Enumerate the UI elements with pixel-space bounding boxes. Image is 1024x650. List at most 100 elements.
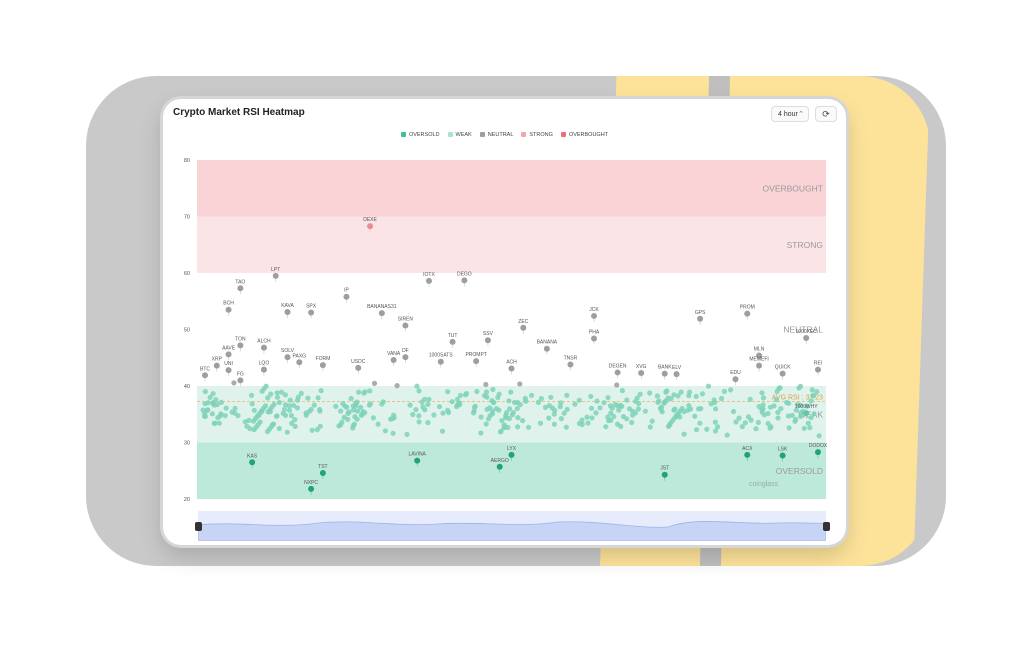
cluster-point <box>589 415 595 421</box>
cluster-point <box>235 413 241 419</box>
point-gps <box>697 315 704 322</box>
cluster-point <box>222 413 228 419</box>
point-label: ZEC <box>518 319 528 325</box>
cluster-point <box>292 423 298 429</box>
cluster-point <box>656 398 662 404</box>
page-title: Crypto Market RSI Heatmap <box>173 107 305 118</box>
legend-item-neutral[interactable]: NEUTRAL <box>479 132 513 138</box>
cluster-point <box>213 397 219 403</box>
cluster-point <box>440 410 446 416</box>
interval-select[interactable]: 4 hour ⌃ <box>771 106 809 122</box>
point-label: FORM <box>316 356 331 362</box>
chevron-updown-icon: ⌃ <box>798 111 804 118</box>
point-tst <box>319 470 326 477</box>
legend-swatch <box>400 132 406 138</box>
point-label: KAS <box>247 453 258 459</box>
legend-swatch <box>479 132 485 138</box>
cluster-point <box>704 426 710 432</box>
zone-overbought <box>197 160 826 217</box>
point-label: MLN <box>754 346 765 352</box>
scroller-handle-right[interactable] <box>823 522 830 531</box>
cluster-point <box>457 402 463 408</box>
cluster-point <box>747 396 753 402</box>
point-label: SOLV <box>281 348 295 354</box>
point-label: BANANA <box>537 340 558 346</box>
cluster-point <box>439 428 446 434</box>
range-scroller[interactable] <box>197 511 827 542</box>
cluster-point <box>483 381 489 388</box>
cluster-point <box>776 385 782 392</box>
cluster-point <box>649 418 655 424</box>
cluster-point <box>546 415 552 421</box>
point-pha <box>591 335 598 342</box>
zone-label-weak: WEAK <box>798 409 823 419</box>
cluster-point <box>551 421 557 427</box>
cluster-point <box>262 403 269 409</box>
point-label: SPX <box>306 304 317 310</box>
cluster-point <box>773 397 780 403</box>
cluster-point <box>232 405 238 411</box>
legend-item-overbought[interactable]: OVERBOUGHT <box>560 132 608 138</box>
cluster-point <box>268 391 274 397</box>
cluster-point <box>483 421 489 427</box>
cluster-point <box>478 414 484 420</box>
cluster-point <box>605 395 611 401</box>
cluster-point <box>425 420 431 426</box>
cluster-point <box>686 403 692 409</box>
cluster-point <box>739 424 745 430</box>
cluster-point <box>609 405 615 411</box>
legend-item-weak[interactable]: WEAK <box>447 132 472 138</box>
cluster-point <box>263 383 269 389</box>
cluster-point <box>712 428 719 434</box>
cluster-point <box>318 388 324 394</box>
cluster-point <box>445 389 451 395</box>
point-label: LPT <box>271 267 280 273</box>
cluster-point <box>478 430 484 436</box>
cluster-point <box>807 425 813 431</box>
point-paxg <box>296 359 303 366</box>
cluster-point <box>814 389 820 395</box>
cluster-point <box>276 399 282 406</box>
cluster-point <box>270 421 277 427</box>
cluster-point <box>431 412 437 418</box>
cluster-point <box>512 399 518 406</box>
refresh-button[interactable]: ⟳ <box>815 106 837 122</box>
cluster-point <box>672 406 678 412</box>
interval-value: 4 hour <box>778 111 798 118</box>
cluster-point <box>207 394 213 400</box>
cluster-point <box>510 409 516 416</box>
cluster-point <box>760 395 767 401</box>
cluster-point <box>816 433 822 439</box>
cluster-point <box>294 397 301 403</box>
cluster-point <box>248 392 255 398</box>
point-spx <box>308 309 315 316</box>
cluster-point <box>413 407 419 413</box>
legend-item-oversold[interactable]: OVERSOLD <box>400 132 440 138</box>
scroller-preview <box>197 521 827 542</box>
y-tick-label: 30 <box>184 441 190 447</box>
cluster-point <box>664 388 670 394</box>
point-label: BANANAS31 <box>367 304 397 310</box>
point-label: BTC <box>200 366 210 372</box>
cluster-point <box>588 393 594 399</box>
point-form <box>319 362 326 369</box>
cluster-point <box>535 399 541 405</box>
cluster-point <box>375 421 381 427</box>
cluster-point <box>414 383 420 389</box>
cluster-point <box>210 400 216 406</box>
point-label: MEMEFI <box>749 357 768 363</box>
point-tnsr <box>567 361 574 368</box>
point-lavina <box>414 457 421 464</box>
point-label: LSK <box>778 446 788 452</box>
scroller-handle-left[interactable] <box>195 522 202 531</box>
point-rei <box>815 366 821 373</box>
legend-item-strong[interactable]: STRONG <box>521 132 553 138</box>
point-label: LQO <box>259 361 270 367</box>
cluster-point <box>484 394 490 400</box>
cluster-point <box>416 388 422 394</box>
cluster-point <box>229 409 235 415</box>
cluster-point <box>786 400 792 406</box>
cluster-point <box>730 408 737 415</box>
cluster-point <box>305 395 311 401</box>
cluster-point <box>674 412 681 418</box>
